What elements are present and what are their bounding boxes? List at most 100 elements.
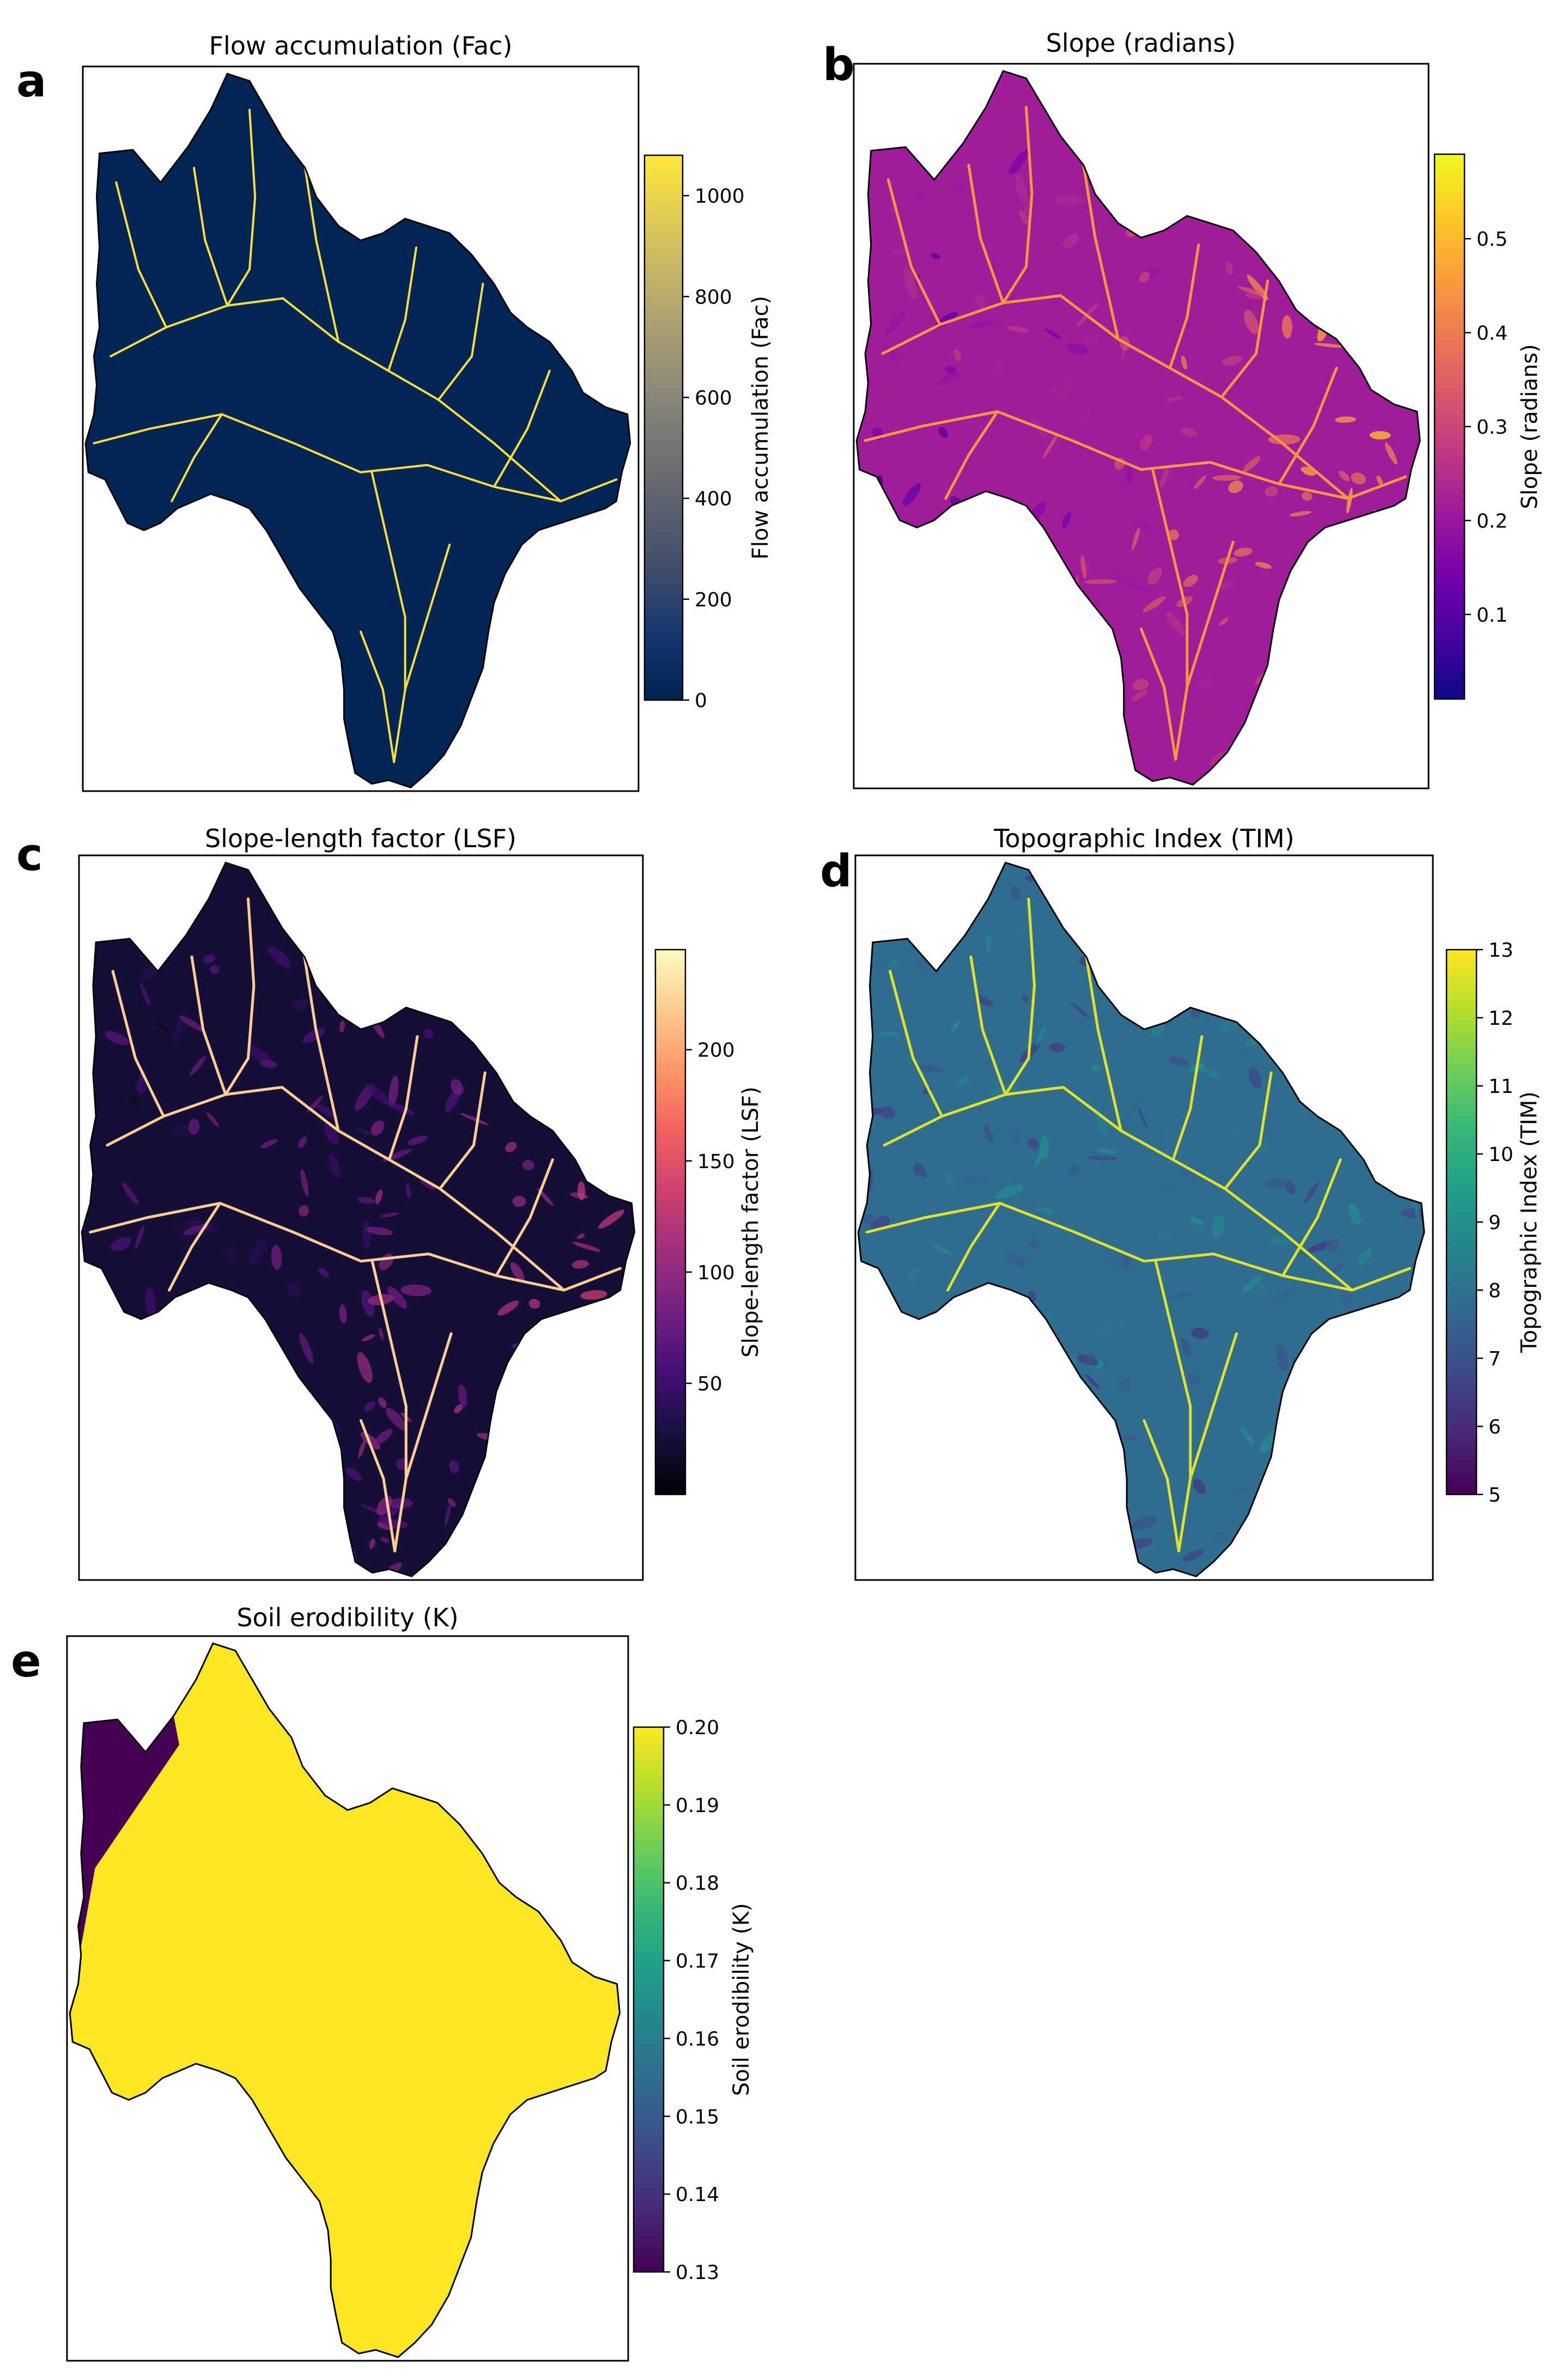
texture-mark (572, 1448, 589, 1461)
texture-mark (358, 1439, 366, 1459)
texture-mark (1097, 658, 1102, 680)
texture-mark (580, 1290, 607, 1300)
texture-mark (533, 1474, 559, 1494)
topographic-index-colorbar (1445, 949, 1478, 1496)
colorbar-tick-label: 0.19 (676, 1795, 719, 1817)
texture-mark (386, 1101, 415, 1115)
texture-mark (1394, 110, 1401, 131)
texture-mark (582, 1487, 591, 1512)
texture-mark (374, 887, 382, 903)
texture-mark (180, 1330, 190, 1342)
soil-erodibility-boundary (69, 1642, 621, 2359)
texture-mark (954, 1345, 967, 1355)
river-line (437, 283, 484, 401)
slope-colorbar-label: Slope (radians) (1517, 344, 1542, 509)
texture-mark (195, 1379, 223, 1392)
texture-mark (986, 933, 992, 952)
river-line (1223, 1071, 1273, 1190)
texture-mark (959, 214, 968, 240)
texture-mark (316, 1104, 337, 1120)
texture-mark (314, 902, 330, 931)
texture-mark (297, 896, 325, 901)
colorbar-tick-label: 800 (695, 286, 732, 308)
texture-mark (576, 1396, 589, 1407)
texture-mark (1230, 1127, 1241, 1133)
texture-mark (509, 1038, 534, 1042)
texture-mark (190, 1056, 206, 1075)
texture-mark (158, 1514, 175, 1527)
texture-mark (1097, 1149, 1119, 1154)
texture-mark (1171, 909, 1198, 922)
texture-mark (1015, 174, 1028, 203)
texture-mark (862, 1214, 875, 1225)
texture-mark (1400, 1208, 1425, 1219)
texture-mark (993, 1498, 1002, 1508)
topographic-index-title: Topographic Index (TIM) (993, 824, 1294, 853)
texture-mark (886, 1489, 912, 1506)
texture-mark (361, 1290, 375, 1317)
river-line (886, 178, 941, 326)
texture-mark (1160, 467, 1169, 488)
texture-mark (1221, 355, 1243, 366)
texture-mark (369, 883, 378, 892)
texture-mark (1199, 678, 1213, 688)
texture-mark (302, 1028, 325, 1043)
panel-letter-d: d (820, 846, 852, 897)
texture-mark (988, 1125, 1017, 1140)
panel-letter-c: c (16, 829, 43, 881)
texture-mark (1340, 1285, 1352, 1313)
texture-mark (1411, 667, 1420, 690)
texture-mark (1168, 1056, 1189, 1066)
texture-mark (956, 1336, 967, 1342)
texture-mark (1238, 287, 1265, 296)
texture-mark (1122, 581, 1151, 592)
texture-mark (1181, 355, 1187, 370)
texture-mark (211, 1417, 226, 1441)
texture-mark (528, 1299, 540, 1309)
texture-mark (593, 964, 604, 975)
texture-mark (1223, 1486, 1253, 1492)
texture-mark (959, 506, 971, 529)
texture-mark (917, 576, 925, 591)
texture-mark (374, 1429, 393, 1445)
texture-mark (1297, 656, 1322, 674)
texture-mark (1358, 982, 1365, 1001)
texture-mark (505, 956, 519, 970)
texture-mark (1411, 116, 1420, 145)
texture-mark (1295, 944, 1326, 957)
texture-mark (1181, 1338, 1192, 1358)
texture-mark (1406, 1119, 1417, 1129)
slope-length-factor-plot-frame (78, 854, 644, 1581)
texture-mark (1081, 331, 1096, 347)
slope-plot-frame (853, 63, 1430, 789)
river-line (1278, 367, 1338, 485)
texture-mark (1376, 475, 1383, 486)
slope-colorbar (1433, 153, 1466, 700)
texture-mark (1084, 579, 1117, 585)
texture-mark (1095, 1482, 1109, 1493)
texture-mark (121, 1441, 128, 1459)
texture-mark (137, 1079, 146, 1095)
flow-accumulation-plot-frame (82, 65, 640, 792)
texture-mark (1291, 110, 1305, 137)
texture-mark (105, 1031, 129, 1046)
texture-mark (319, 1542, 332, 1555)
texture-mark (1357, 302, 1369, 317)
texture-mark (386, 1407, 407, 1431)
colorbar-tick-label: 0.5 (1476, 228, 1508, 251)
texture-mark (1132, 679, 1149, 691)
texture-mark (1152, 1312, 1180, 1329)
texture-mark (986, 752, 991, 777)
texture-mark (1053, 882, 1060, 895)
texture-mark (582, 946, 593, 957)
texture-mark (950, 1020, 960, 1034)
texture-mark (104, 1467, 114, 1478)
texture-mark (867, 962, 890, 968)
soil-region-low-k (70, 1687, 179, 2035)
texture-mark (1044, 329, 1062, 339)
texture-mark (1143, 107, 1150, 118)
texture-mark (1377, 564, 1401, 574)
texture-mark (920, 664, 931, 671)
texture-mark (1055, 195, 1083, 206)
texture-mark (1041, 550, 1055, 574)
